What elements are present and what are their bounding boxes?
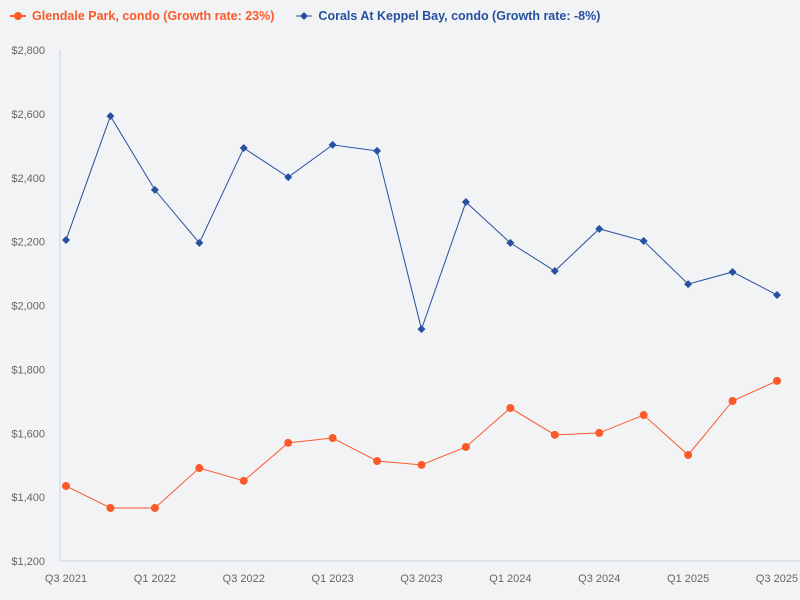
data-point bbox=[639, 236, 648, 245]
x-tick-label: Q3 2022 bbox=[223, 573, 265, 585]
series-line bbox=[65, 380, 778, 509]
data-point bbox=[284, 173, 293, 182]
data-point bbox=[595, 428, 604, 437]
circle-marker-icon bbox=[10, 12, 26, 20]
y-tick-label: $2,200 bbox=[11, 237, 45, 249]
y-tick-label: $1,200 bbox=[11, 556, 45, 568]
data-point bbox=[150, 185, 159, 194]
data-point bbox=[506, 404, 515, 413]
data-point bbox=[106, 112, 115, 121]
x-tick-label: Q3 2021 bbox=[45, 573, 87, 585]
data-point bbox=[773, 376, 781, 385]
data-point bbox=[684, 450, 693, 459]
x-tick-label: Q1 2023 bbox=[312, 573, 354, 585]
y-tick-label: $2,400 bbox=[11, 173, 45, 185]
data-point bbox=[550, 430, 559, 439]
data-point bbox=[328, 434, 337, 443]
data-point bbox=[684, 280, 693, 289]
x-tick-label: Q3 2023 bbox=[400, 573, 442, 585]
series-1 bbox=[62, 112, 781, 334]
diamond-marker-icon bbox=[296, 12, 313, 20]
series-0 bbox=[62, 376, 781, 512]
data-point bbox=[106, 503, 115, 512]
x-tick-label: Q1 2024 bbox=[489, 573, 531, 585]
data-point bbox=[728, 267, 737, 276]
data-point bbox=[195, 464, 204, 473]
legend: Glendale Park, condo (Growth rate: 23%) … bbox=[10, 9, 600, 23]
data-point bbox=[284, 438, 293, 447]
data-point bbox=[373, 457, 382, 466]
y-tick-label: $2,000 bbox=[11, 301, 45, 313]
data-point bbox=[506, 238, 515, 247]
series-line bbox=[65, 114, 778, 331]
data-point bbox=[62, 236, 70, 245]
x-tick-label: Q1 2025 bbox=[667, 573, 709, 585]
data-point bbox=[150, 503, 159, 512]
data-point bbox=[195, 238, 204, 247]
y-tick-label: $2,600 bbox=[11, 109, 45, 121]
data-point bbox=[373, 146, 382, 155]
y-tick-label: $2,800 bbox=[11, 45, 45, 57]
x-tick-label: Q1 2022 bbox=[134, 573, 176, 585]
y-tick-label: $1,800 bbox=[11, 364, 45, 376]
legend-item-glendale[interactable]: Glendale Park, condo (Growth rate: 23%) bbox=[10, 9, 274, 23]
data-point bbox=[328, 140, 337, 149]
data-point bbox=[550, 267, 559, 276]
data-point bbox=[595, 224, 604, 233]
data-point bbox=[773, 290, 781, 299]
x-tick-label: Q3 2024 bbox=[578, 573, 620, 585]
data-point bbox=[417, 325, 426, 334]
y-tick-label: $1,600 bbox=[11, 428, 45, 440]
x-tick-label: Q3 2025 bbox=[756, 573, 798, 585]
data-point bbox=[639, 411, 648, 420]
data-point bbox=[239, 144, 248, 153]
data-point bbox=[417, 460, 426, 469]
y-tick-label: $1,400 bbox=[11, 492, 45, 504]
legend-item-corals[interactable]: Corals At Keppel Bay, condo (Growth rate… bbox=[296, 9, 600, 23]
legend-label: Corals At Keppel Bay, condo (Growth rate… bbox=[318, 9, 601, 23]
data-point bbox=[461, 442, 470, 451]
data-point bbox=[62, 481, 70, 490]
data-point bbox=[239, 476, 248, 485]
data-point bbox=[461, 198, 470, 207]
legend-label: Glendale Park, condo (Growth rate: 23%) bbox=[32, 9, 275, 23]
data-point bbox=[728, 396, 737, 405]
